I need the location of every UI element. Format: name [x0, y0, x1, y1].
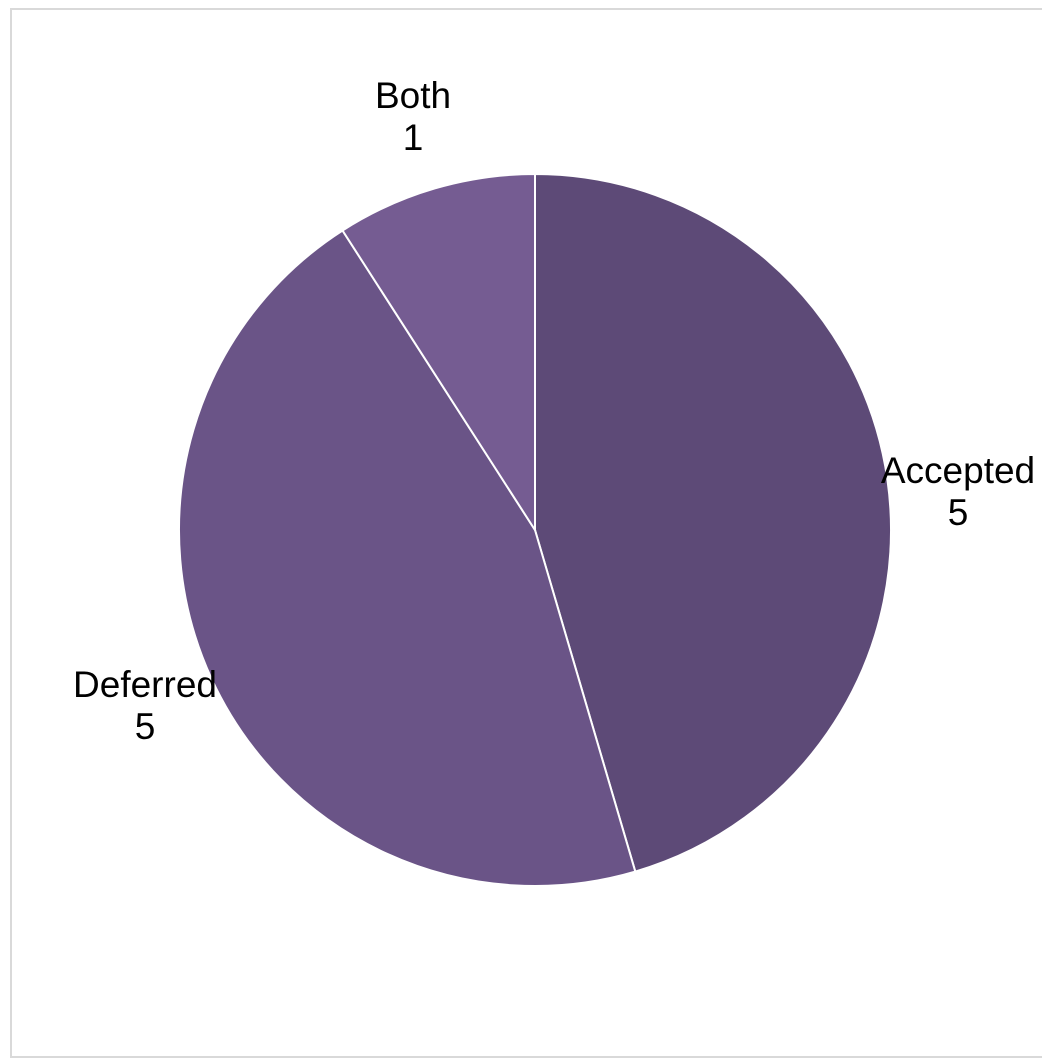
data-label-both-name: Both	[375, 75, 451, 116]
data-label-deferred-name: Deferred	[73, 664, 217, 705]
pie-slice-both	[341, 172, 536, 534]
data-label-both-value: 1	[403, 117, 424, 158]
pie-slice-accepted	[534, 172, 892, 873]
data-label-accepted-name: Accepted	[881, 450, 1035, 491]
data-label-deferred-value: 5	[135, 706, 156, 747]
pie-slices	[178, 172, 892, 887]
pie-slice-deferred	[178, 229, 637, 887]
data-label-accepted-value: 5	[948, 492, 969, 533]
